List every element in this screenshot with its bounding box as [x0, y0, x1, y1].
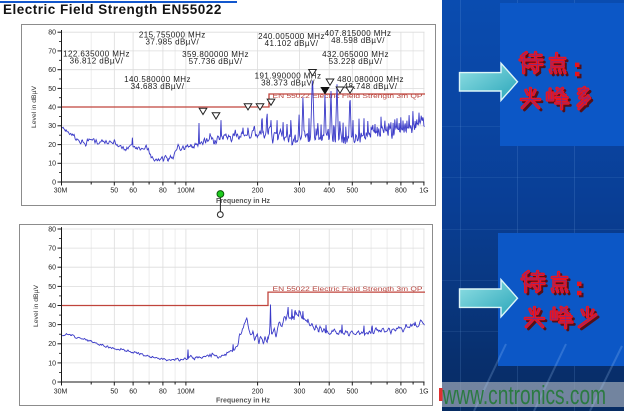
svg-text:41.102 dBµV/: 41.102 dBµV/	[265, 39, 319, 48]
svg-text:80: 80	[159, 388, 167, 395]
svg-text:200: 200	[252, 187, 264, 194]
svg-text:60: 60	[129, 187, 137, 194]
svg-text:140.580000 MHz: 140.580000 MHz	[124, 75, 191, 84]
svg-text:48.598 dBµV/: 48.598 dBµV/	[331, 36, 385, 45]
svg-text:480.080000 MHz: 480.080000 MHz	[337, 75, 404, 84]
svg-text:500: 500	[346, 388, 358, 395]
svg-text:80: 80	[159, 187, 167, 194]
svg-text:EN 55022 Electric Field Streng: EN 55022 Electric Field Strength 3m QP	[273, 286, 424, 293]
svg-text:34.683 dBµV/: 34.683 dBµV/	[131, 82, 185, 91]
svg-text:20: 20	[48, 341, 56, 348]
svg-text:50: 50	[48, 86, 56, 93]
svg-text:80: 80	[48, 226, 56, 233]
svg-text:10: 10	[48, 360, 56, 367]
svg-text:EN 55022 Electric Field Streng: EN 55022 Electric Field Strength 3m QP	[273, 93, 424, 100]
svg-text:30M: 30M	[54, 388, 68, 395]
svg-text:40: 40	[48, 303, 56, 310]
svg-text:1G: 1G	[419, 388, 428, 395]
svg-text:0: 0	[52, 379, 56, 386]
svg-text:30: 30	[48, 123, 56, 130]
svg-text:38.373 dBµV/: 38.373 dBµV/	[261, 78, 315, 87]
svg-text:60: 60	[129, 388, 137, 395]
svg-text:240.005000 MHz: 240.005000 MHz	[258, 32, 325, 41]
svg-text:400: 400	[323, 388, 335, 395]
svg-text:53.228 dBµV/: 53.228 dBµV/	[329, 57, 383, 66]
svg-text:200: 200	[252, 388, 264, 395]
svg-text:215.755000 MHz: 215.755000 MHz	[139, 31, 206, 40]
svg-text:37.985 dBµV/: 37.985 dBµV/	[145, 37, 199, 46]
svg-text:800: 800	[395, 187, 407, 194]
svg-text:70: 70	[48, 48, 56, 55]
svg-text:36.812 dBµV/: 36.812 dBµV/	[70, 56, 124, 65]
svg-text:407.815000 MHz: 407.815000 MHz	[325, 29, 392, 38]
svg-text:Frequency in Hz: Frequency in Hz	[216, 397, 271, 404]
svg-text:20: 20	[48, 142, 56, 149]
svg-text:48.748 dBµV/: 48.748 dBµV/	[344, 82, 398, 91]
svg-text:Frequency in Hz: Frequency in Hz	[216, 198, 271, 205]
svg-text:300: 300	[294, 388, 306, 395]
svg-text:40: 40	[48, 105, 56, 112]
svg-text:800: 800	[395, 388, 407, 395]
svg-text:1G: 1G	[419, 187, 428, 194]
svg-text:www.cntronics.com: www.cntronics.com	[442, 381, 606, 409]
svg-text:432.065000 MHz: 432.065000 MHz	[322, 50, 389, 59]
svg-text:30: 30	[48, 322, 56, 329]
svg-text:50: 50	[110, 187, 118, 194]
svg-text:100M: 100M	[177, 187, 195, 194]
svg-text:500: 500	[346, 187, 358, 194]
svg-text:60: 60	[48, 265, 56, 272]
svg-text:50: 50	[110, 388, 118, 395]
svg-text:30M: 30M	[54, 187, 68, 194]
svg-text:100M: 100M	[177, 388, 195, 395]
svg-text:Level in dBµV: Level in dBµV	[31, 86, 38, 129]
svg-text:0: 0	[52, 179, 56, 186]
svg-text:70: 70	[48, 246, 56, 253]
svg-text:57.736 dBµV/: 57.736 dBµV/	[189, 57, 243, 66]
svg-text:400: 400	[323, 187, 335, 194]
svg-text:10: 10	[48, 161, 56, 168]
svg-text:80: 80	[48, 30, 56, 37]
svg-text:359.800000 MHz: 359.800000 MHz	[182, 50, 249, 59]
svg-text:122.635000 MHz: 122.635000 MHz	[63, 50, 130, 59]
svg-text:60: 60	[48, 67, 56, 74]
svg-text:191.990000 MHz: 191.990000 MHz	[255, 72, 322, 81]
svg-text:300: 300	[294, 187, 306, 194]
svg-text:50: 50	[48, 284, 56, 291]
svg-text:Level in dBµV: Level in dBµV	[33, 285, 40, 328]
